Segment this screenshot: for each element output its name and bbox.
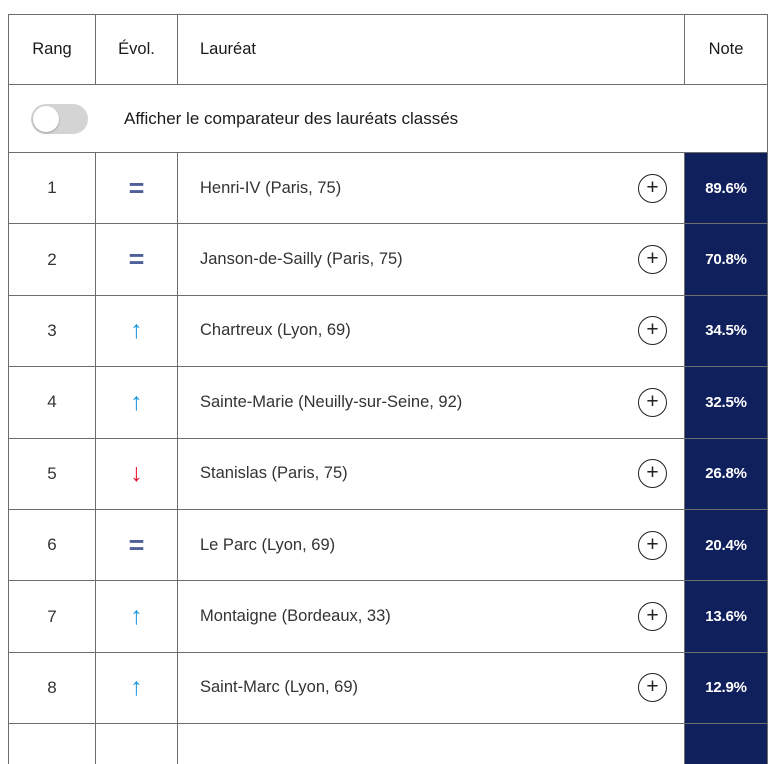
laureate-name: Chartreux (Lyon, 69) [200,321,351,340]
laureate-cell: Sainte-Marie (Neuilly-sur-Seine, 92) + [178,367,685,438]
table-row: 8 ↑ Saint-Marc (Lyon, 69) + 12.9% [9,652,767,725]
note-value: 70.8% [705,251,747,269]
laureate-name: Le Parc (Lyon, 69) [200,535,336,554]
rank-cell: 2 [9,224,96,295]
note-value: 34.5% [705,322,747,340]
laureate-name: Stanislas (Paris, 75) [200,464,348,483]
rank-cell: 5 [9,438,96,509]
evolution-icon: ↑ [130,673,143,702]
laureate-cell: Chartreux (Lyon, 69) + [178,295,685,367]
plus-icon: + [646,247,659,271]
laureate-cell: Montaigne (Bordeaux, 33) + [178,581,685,652]
evolution-cell: ↑ [96,295,178,367]
rank-cell [9,724,96,764]
evolution-cell: = [96,153,178,224]
evolution-icon: = [128,244,145,275]
note-cell [685,724,767,764]
note-value: 13.6% [705,608,747,626]
plus-icon: + [646,318,659,342]
evolution-cell: ↑ [96,652,178,724]
note-cell: 26.8% [685,438,767,509]
note-value: 12.9% [705,679,747,697]
note-cell: 34.5% [685,295,767,367]
evolution-cell: ↑ [96,367,178,438]
rank-cell: 8 [9,652,96,724]
laureate-cell: Saint-Marc (Lyon, 69) + [178,652,685,724]
note-value: 20.4% [705,536,747,554]
evolution-cell: = [96,224,178,295]
laureate-cell: Janson-de-Sailly (Paris, 75) + [178,224,685,295]
add-to-comparator-button[interactable]: + [638,673,667,703]
note-cell: 70.8% [685,224,767,295]
evolution-icon: = [128,529,145,560]
plus-icon: + [646,389,659,413]
evolution-cell [96,724,178,764]
plus-icon: + [646,675,659,699]
add-to-comparator-button[interactable]: + [638,316,667,346]
evolution-icon: ↓ [130,459,143,488]
rank-cell: 1 [9,153,96,224]
laureate-cell [178,724,685,764]
add-to-comparator-button[interactable]: + [638,459,667,489]
note-cell: 12.9% [685,652,767,724]
add-to-comparator-button[interactable]: + [638,387,667,417]
laureate-cell: Le Parc (Lyon, 69) + [178,509,685,581]
note-cell: 89.6% [685,153,767,224]
note-cell: 13.6% [685,581,767,652]
evolution-icon: = [128,172,145,203]
note-value: 26.8% [705,465,747,483]
comparator-label: Afficher le comparateur des lauréats cla… [124,108,459,128]
note-cell: 20.4% [685,509,767,581]
laureate-name: Saint-Marc (Lyon, 69) [200,678,359,697]
plus-icon: + [646,461,659,485]
header-rank: Rang [9,15,96,84]
table-row-partial [9,724,767,764]
header-note: Note [685,15,767,84]
evolution-cell: ↓ [96,438,178,509]
table-row: 3 ↑ Chartreux (Lyon, 69) + 34.5% [9,295,767,368]
laureate-name: Henri-IV (Paris, 75) [200,178,342,197]
rank-cell: 3 [9,295,96,367]
note-cell: 32.5% [685,367,767,438]
rank-cell: 4 [9,367,96,438]
evolution-icon: ↑ [130,316,143,345]
laureate-cell: Stanislas (Paris, 75) + [178,438,685,509]
table-row: 1 = Henri-IV (Paris, 75) + 89.6% [9,153,767,225]
table-row: 7 ↑ Montaigne (Bordeaux, 33) + 13.6% [9,581,767,653]
plus-icon: + [646,604,659,628]
laureate-name: Sainte-Marie (Neuilly-sur-Seine, 92) [200,392,463,411]
header-evolution: Évol. [96,15,178,84]
evolution-cell: ↑ [96,581,178,652]
plus-icon: + [646,175,659,199]
add-to-comparator-button[interactable]: + [638,245,667,275]
rank-cell: 6 [9,509,96,581]
table-row: 5 ↓ Stanislas (Paris, 75) + 26.8% [9,438,767,510]
table-row: 6 = Le Parc (Lyon, 69) + 20.4% [9,509,767,582]
comparator-row: Afficher le comparateur des lauréats cla… [9,85,767,153]
laureate-cell: Henri-IV (Paris, 75) + [178,153,685,224]
toggle-knob-icon [33,105,59,132]
add-to-comparator-button[interactable]: + [638,602,667,632]
header-laureate: Lauréat [178,15,685,84]
add-to-comparator-button[interactable]: + [638,173,667,203]
table-row: 4 ↑ Sainte-Marie (Neuilly-sur-Seine, 92)… [9,367,767,439]
evolution-cell: = [96,509,178,581]
evolution-icon: ↑ [130,387,143,416]
note-value: 89.6% [705,179,747,197]
ranking-table: Rang Évol. Lauréat Note Afficher le comp… [8,14,768,764]
plus-icon: + [646,532,659,556]
comparator-toggle[interactable] [31,103,88,134]
laureate-name: Janson-de-Sailly (Paris, 75) [200,250,403,269]
table-header-row: Rang Évol. Lauréat Note [9,15,767,85]
table-row: 2 = Janson-de-Sailly (Paris, 75) + 70.8% [9,224,767,296]
rank-cell: 7 [9,581,96,652]
note-value: 32.5% [705,393,747,411]
evolution-icon: ↑ [130,602,143,631]
laureate-name: Montaigne (Bordeaux, 33) [200,607,391,626]
add-to-comparator-button[interactable]: + [638,530,667,560]
